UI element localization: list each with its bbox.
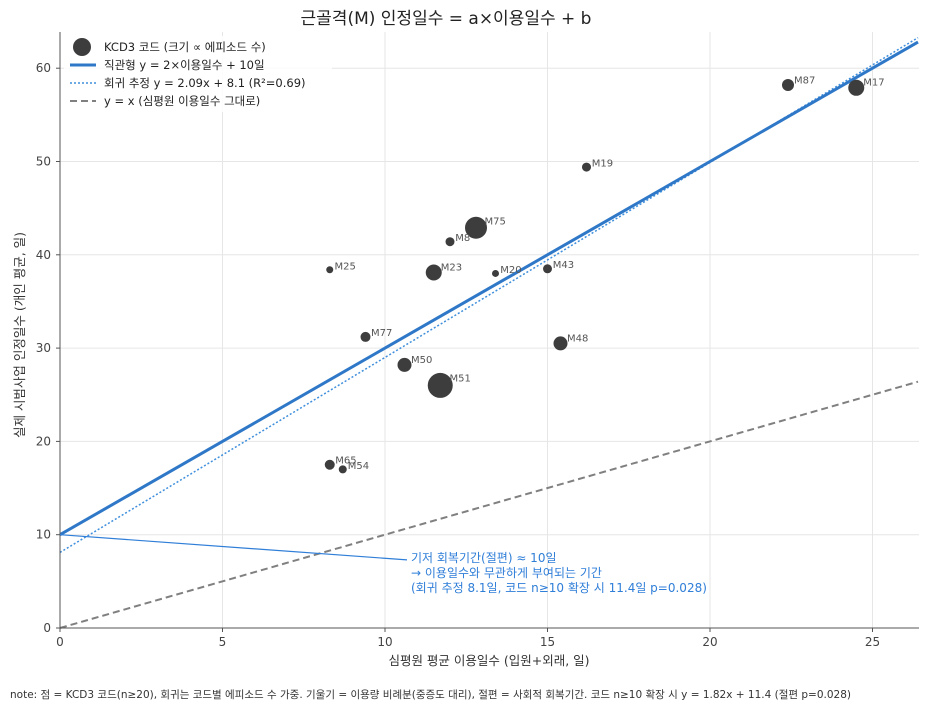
point-label-m51: M51 (450, 373, 471, 384)
main-fit-line (59, 40, 919, 537)
data-point-m65 (324, 459, 335, 470)
trend-lines (59, 36, 919, 629)
y-tick-label: 10 (36, 528, 51, 542)
y-tick-label: 20 (36, 434, 51, 448)
y-axis-label: 실제 시범사업 인정일수 (개인 평균, 일) (12, 232, 27, 438)
legend-entry: 직관형 y = 2×이용일수 + 10일 (104, 58, 265, 72)
y-tick-label: 0 (43, 621, 51, 635)
data-point-m20 (492, 269, 499, 277)
point-label-m8: M8 (455, 233, 470, 244)
point-label-m65: M65 (335, 456, 356, 467)
point-label-m87: M87 (794, 76, 815, 87)
point-label-m19: M19 (592, 158, 613, 169)
legend-entry: y = x (심평원 이용일수 그대로) (104, 94, 260, 108)
y-tick-label: 40 (36, 248, 51, 262)
point-label-m20: M20 (500, 265, 521, 276)
x-tick-label: 20 (702, 635, 717, 649)
x-tick-label: 5 (219, 635, 227, 649)
point-label-m75: M75 (485, 216, 506, 227)
x-axis-label: 심평원 평균 이용일수 (입원+외래, 일) (388, 653, 589, 668)
data-point-m50 (397, 357, 412, 372)
chart: 근골격(M) 인정일수 = a×이용일수 + b M87 M17M19M75M8M… (12, 9, 919, 668)
identity-line (59, 380, 919, 629)
data-point-m23 (425, 264, 442, 281)
x-tick-label: 10 (377, 635, 392, 649)
data-point-m48 (553, 336, 568, 351)
data-point-m8 (445, 237, 455, 247)
point-label-m54: M54 (348, 461, 369, 472)
point-label-m25: M25 (335, 261, 356, 272)
point-label-m77: M77 (371, 328, 392, 339)
annotation-arrow (59, 534, 408, 561)
data-point-m19 (582, 162, 591, 172)
legend-entry: KCD3 코드 (크기 ∝ 에피소드 수) (104, 40, 266, 54)
legend-marker-points (73, 38, 91, 56)
data-point-m17 (848, 79, 865, 96)
data-point-m77 (360, 331, 371, 342)
x-tick-label: 0 (56, 635, 64, 649)
data-point-m75 (465, 216, 487, 239)
annotation-line: (회귀 추정 8.1일, 코드 n≥10 확장 시 11.4일 p=0.028) (411, 581, 707, 595)
point-label-m43: M43 (553, 260, 574, 271)
footnote: note: 점 = KCD3 코드(n≥20), 회귀는 코드별 에피소드 수 … (10, 689, 852, 701)
y-tick-label: 30 (36, 341, 51, 355)
y-tick-label: 60 (36, 61, 51, 75)
legend: KCD3 코드 (크기 ∝ 에피소드 수) 직관형 y = 2×이용일수 + 10… (64, 36, 332, 112)
data-point-m25 (326, 266, 334, 274)
x-tick-label: 25 (865, 635, 880, 649)
data-point-m54 (338, 465, 347, 474)
data-point-m51 (427, 372, 453, 398)
axes: 0 5 10 15 20 25 0 10 20 30 40 50 60 (36, 32, 919, 649)
data-point-m43 (543, 264, 552, 274)
point-label-m50: M50 (411, 355, 432, 366)
chart-title: 근골격(M) 인정일수 = a×이용일수 + b (301, 9, 592, 29)
x-tick-label: 15 (540, 635, 555, 649)
point-label-m23: M23 (441, 262, 462, 273)
annotation: 기저 회복기간(절편) ≈ 10일→ 이용일수와 무관하게 부여되는 기간(회귀… (59, 534, 707, 595)
legend-entry: 회귀 추정 y = 2.09x + 8.1 (R²=0.69) (104, 76, 306, 90)
point-label-m17: M17 (863, 78, 884, 89)
y-tick-label: 50 (36, 155, 51, 169)
annotation-line: 기저 회복기간(절편) ≈ 10일 (411, 551, 557, 565)
data-points: M87 M17 M19 M75 M8 M25 M23 M20 M43 M77 M48 M50 M51 M6… (324, 76, 885, 474)
legend-box (64, 36, 332, 112)
data-point-m87 (782, 78, 794, 91)
grid (60, 32, 919, 628)
point-label-m48: M48 (567, 334, 588, 345)
annotation-line: → 이용일수와 무관하게 부여되는 기간 (411, 566, 602, 580)
